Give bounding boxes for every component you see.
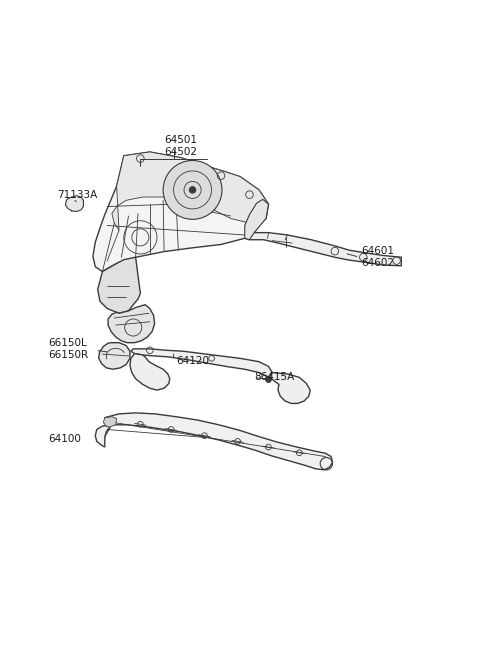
Polygon shape	[245, 199, 268, 240]
Polygon shape	[245, 233, 401, 266]
Text: 64501
64502: 64501 64502	[164, 135, 197, 157]
Polygon shape	[103, 417, 117, 427]
Polygon shape	[130, 354, 170, 390]
Polygon shape	[112, 152, 268, 231]
Text: 64601
64602: 64601 64602	[361, 246, 394, 268]
Polygon shape	[98, 343, 130, 369]
Polygon shape	[131, 349, 272, 377]
Circle shape	[189, 187, 196, 193]
Polygon shape	[269, 373, 310, 403]
Circle shape	[265, 377, 271, 383]
Text: 64100: 64100	[48, 434, 81, 444]
Polygon shape	[65, 196, 84, 212]
Text: 86415A: 86415A	[254, 372, 295, 383]
Polygon shape	[108, 305, 155, 343]
Polygon shape	[93, 152, 268, 272]
Polygon shape	[97, 257, 140, 313]
Text: 71133A: 71133A	[57, 190, 97, 200]
Polygon shape	[96, 413, 333, 470]
Circle shape	[163, 160, 222, 219]
Text: 66150L
66150R: 66150L 66150R	[48, 338, 88, 360]
Text: 64120: 64120	[176, 356, 209, 365]
